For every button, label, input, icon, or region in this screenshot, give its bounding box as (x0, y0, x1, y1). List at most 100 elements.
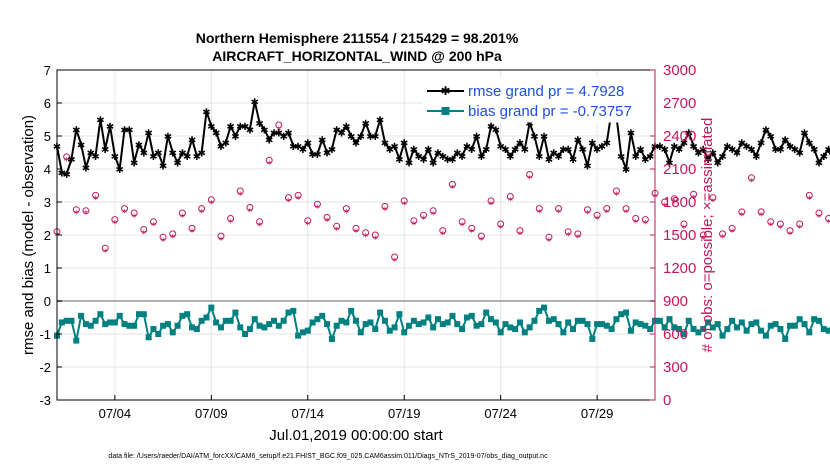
rmse-point: ✱ (222, 139, 230, 150)
rmse-point: ✱ (135, 140, 143, 151)
possible-obs-point (101, 244, 109, 252)
possible-obs-point (362, 229, 370, 237)
bias-point (357, 329, 364, 336)
bias-point (468, 312, 475, 319)
rmse-point: ✱ (632, 152, 640, 163)
assimilated-obs-point: * (460, 221, 465, 232)
rmse-point: ✱ (583, 162, 591, 173)
bias-point (169, 329, 176, 336)
bias-point (145, 334, 152, 341)
bias-point (386, 327, 393, 334)
bias-point (410, 317, 417, 324)
rmse-point: ✱ (414, 152, 422, 163)
bias-point (406, 322, 413, 329)
bias-point (420, 319, 427, 326)
bias-point (492, 319, 499, 326)
assimilated-obs-point: * (180, 212, 185, 223)
bias-point (121, 321, 128, 328)
bias-point (140, 311, 147, 318)
bias-point (560, 329, 567, 336)
possible-obs-point (159, 233, 167, 241)
tick-label-left: 2 (44, 228, 51, 243)
possible-obs-point (767, 218, 775, 226)
rmse-point: ✱ (410, 145, 418, 156)
tick-label-left: 5 (44, 129, 51, 144)
assimilated-obs-point: * (334, 226, 339, 237)
assimilated-obs-point: * (93, 195, 98, 206)
bias-point (266, 321, 273, 328)
bias-point (377, 309, 384, 316)
possible-obs-point (728, 224, 736, 232)
rmse-point: ✱ (578, 145, 586, 156)
right-axis-ticks: 0 300 600 900 1200 1500 1800 2100 2400 2700 3000 (650, 62, 696, 409)
rmse-point: ✱ (275, 129, 283, 140)
rmse-point: ✱ (207, 122, 215, 133)
assimilated-obs-point: * (122, 208, 127, 219)
rmse-point: ✱ (318, 135, 326, 146)
tick-label-right: 2100 (663, 161, 696, 178)
possible-obs-point (641, 216, 649, 224)
assimilated-obs-point: * (701, 234, 706, 245)
rmse-point: ✱ (603, 139, 611, 150)
bias-point (690, 326, 697, 333)
possible-obs-point (516, 227, 524, 235)
rmse-point: ✱ (805, 139, 813, 150)
bias-point (705, 319, 712, 326)
rmse-point: ✱ (405, 158, 413, 169)
assimilated-obs-point: * (402, 200, 407, 211)
rmse-point: ✱ (550, 149, 558, 160)
bias-point (478, 321, 485, 328)
rmse-point: ✱ (260, 125, 268, 136)
rmse-point: ✱ (752, 152, 760, 163)
rmse-point: ✱ (767, 132, 775, 143)
assimilated-obs-point: * (508, 196, 513, 207)
rmse-point: ✱ (308, 150, 316, 161)
possible-obs-point (72, 206, 80, 214)
bias-point (434, 316, 441, 323)
assimilated-obs-point: * (788, 230, 793, 241)
assimilated-obs-point: * (768, 221, 773, 232)
rmse-point: ✱ (371, 132, 379, 143)
possible-obs-point (178, 209, 186, 217)
bias-point (261, 324, 268, 331)
bias-point (217, 324, 224, 331)
assimilated-obs-point: * (517, 230, 522, 241)
rmse-point: ✱ (361, 119, 369, 130)
assimilated-obs-point: * (807, 195, 812, 206)
rmse-point: ✱ (800, 129, 808, 140)
rmse-point: ✱ (289, 142, 297, 153)
legend-rmse-label: rmse grand pr = 4.7928 (468, 83, 624, 100)
bias-point (232, 309, 239, 316)
tick-label-left: 6 (44, 96, 51, 111)
possible-obs-point (815, 209, 823, 217)
bias-point (777, 326, 784, 333)
possible-obs-point (622, 205, 630, 213)
possible-obs-point (236, 187, 244, 195)
rmse-point: ✱ (646, 152, 654, 163)
assimilated-obs-point: * (151, 221, 156, 232)
rmse-point: ✱ (564, 145, 572, 156)
bias-point (324, 321, 331, 328)
assimilated-obs-point: * (305, 220, 310, 231)
bias-point (299, 329, 306, 336)
tick-label-left: 1 (44, 261, 51, 276)
bias-point (314, 316, 321, 323)
tick-label-left: 4 (44, 162, 51, 177)
assimilated-obs-point: * (566, 231, 571, 242)
rmse-point: ✱ (125, 125, 133, 136)
rmse-point: ✱ (660, 145, 668, 156)
bias-point (550, 316, 557, 323)
assimilated-obs-point: * (315, 204, 320, 215)
legend: ✱ rmse grand pr = 4.7928 bias grand pr =… (422, 77, 655, 123)
bias-point (415, 321, 422, 328)
bias-point (135, 311, 142, 318)
rmse-point: ✱ (255, 119, 263, 130)
bias-point (116, 312, 123, 319)
rmse-point: ✱ (101, 145, 109, 156)
rmse-point: ✱ (477, 152, 485, 163)
bias-point (811, 316, 818, 323)
bias-point (155, 331, 162, 337)
rmse-point: ✱ (463, 142, 471, 153)
assimilated-obs-point: * (537, 208, 542, 219)
possible-obs-point (699, 231, 707, 239)
